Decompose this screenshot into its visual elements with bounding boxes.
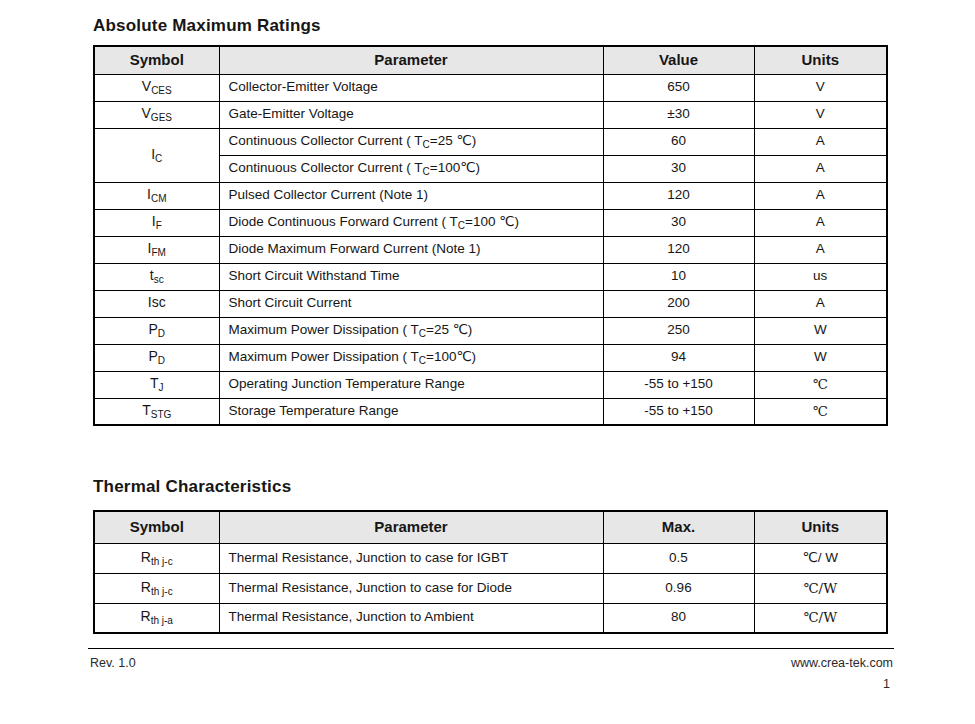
column-header-max: Max. [603, 511, 754, 543]
absolute-maximum-ratings-table: Symbol Parameter Value Units VCES Collec… [93, 45, 888, 426]
value-cell: 30 [603, 155, 754, 182]
table-row: VCES Collector-Emitter Voltage 650 V [94, 74, 887, 101]
table-row: PD Maximum Power Dissipation ( TC=25 ℃) … [94, 317, 887, 344]
section-title-thermal-characteristics: Thermal Characteristics [93, 477, 291, 497]
parameter-cell: Pulsed Collector Current (Note 1) [219, 182, 603, 209]
table-row: IC Continuous Collector Current ( TC=25 … [94, 128, 887, 155]
value-cell: 30 [603, 209, 754, 236]
parameter-cell: Gate-Emitter Voltage [219, 101, 603, 128]
column-header-parameter: Parameter [219, 46, 603, 74]
value-cell: 120 [603, 182, 754, 209]
table-row: VGES Gate-Emitter Voltage ±30 V [94, 101, 887, 128]
column-header-parameter: Parameter [219, 511, 603, 543]
units-cell: ℃/W [754, 603, 887, 633]
footer-website: www.crea-tek.com [791, 656, 893, 670]
table-row: Rth j-c Thermal Resistance, Junction to … [94, 543, 887, 573]
value-cell: 250 [603, 317, 754, 344]
units-cell: us [754, 263, 887, 290]
parameter-cell: Continuous Collector Current ( TC=25 ℃) [219, 128, 603, 155]
value-cell: 10 [603, 263, 754, 290]
symbol-cell: VCES [94, 74, 219, 101]
units-cell: A [754, 236, 887, 263]
table-header-row: Symbol Parameter Max. Units [94, 511, 887, 543]
table-row: TJ Operating Junction Temperature Range … [94, 371, 887, 398]
table-row: tsc Short Circuit Withstand Time 10 us [94, 263, 887, 290]
parameter-cell: Operating Junction Temperature Range [219, 371, 603, 398]
column-header-units: Units [754, 46, 887, 74]
table-row: ICM Pulsed Collector Current (Note 1) 12… [94, 182, 887, 209]
symbol-cell: IF [94, 209, 219, 236]
parameter-cell: Collector-Emitter Voltage [219, 74, 603, 101]
parameter-cell: Thermal Resistance, Junction to Ambient [219, 603, 603, 633]
parameter-cell: Maximum Power Dissipation ( TC=100℃) [219, 344, 603, 371]
value-cell: 650 [603, 74, 754, 101]
symbol-cell: TSTG [94, 398, 219, 425]
units-cell: ℃ [754, 371, 887, 398]
units-cell: ℃/ W [754, 543, 887, 573]
column-header-units: Units [754, 511, 887, 543]
thermal-characteristics-table: Symbol Parameter Max. Units Rth j-c Ther… [93, 510, 888, 634]
column-header-symbol: Symbol [94, 46, 219, 74]
parameter-cell: Short Circuit Current [219, 290, 603, 317]
value-cell: 200 [603, 290, 754, 317]
max-cell: 80 [603, 603, 754, 633]
parameter-cell: Diode Continuous Forward Current ( TC=10… [219, 209, 603, 236]
symbol-cell: Rth j-c [94, 543, 219, 573]
value-cell: 120 [603, 236, 754, 263]
parameter-cell: Short Circuit Withstand Time [219, 263, 603, 290]
units-cell: A [754, 128, 887, 155]
units-cell: A [754, 290, 887, 317]
symbol-cell: tsc [94, 263, 219, 290]
parameter-cell: Thermal Resistance, Junction to case for… [219, 543, 603, 573]
units-cell: ℃/W [754, 573, 887, 603]
table-row: IFM Diode Maximum Forward Current (Note … [94, 236, 887, 263]
symbol-cell: IFM [94, 236, 219, 263]
section-title-absolute-maximum-ratings: Absolute Maximum Ratings [93, 16, 321, 36]
units-cell: A [754, 209, 887, 236]
units-cell: W [754, 344, 887, 371]
value-cell: 94 [603, 344, 754, 371]
parameter-cell: Thermal Resistance, Junction to case for… [219, 573, 603, 603]
max-cell: 0.5 [603, 543, 754, 573]
units-cell: V [754, 101, 887, 128]
symbol-cell: PD [94, 317, 219, 344]
units-cell: A [754, 155, 887, 182]
footer-page-number: 1 [90, 677, 890, 691]
footer-divider [88, 648, 894, 649]
value-cell: -55 to +150 [603, 371, 754, 398]
column-header-value: Value [603, 46, 754, 74]
footer-revision: Rev. 1.0 [90, 656, 136, 670]
table-row: Rth j-a Thermal Resistance, Junction to … [94, 603, 887, 633]
units-cell: ℃ [754, 398, 887, 425]
parameter-cell: Maximum Power Dissipation ( TC=25 ℃) [219, 317, 603, 344]
table-row: PD Maximum Power Dissipation ( TC=100℃) … [94, 344, 887, 371]
footer: Rev. 1.0 www.crea-tek.com [90, 656, 893, 670]
table-row: Isc Short Circuit Current 200 A [94, 290, 887, 317]
symbol-cell: VGES [94, 101, 219, 128]
parameter-cell: Continuous Collector Current ( TC=100℃) [219, 155, 603, 182]
table-row: IF Diode Continuous Forward Current ( TC… [94, 209, 887, 236]
column-header-symbol: Symbol [94, 511, 219, 543]
max-cell: 0.96 [603, 573, 754, 603]
units-cell: A [754, 182, 887, 209]
value-cell: -55 to +150 [603, 398, 754, 425]
value-cell: 60 [603, 128, 754, 155]
table-row: TSTG Storage Temperature Range -55 to +1… [94, 398, 887, 425]
units-cell: V [754, 74, 887, 101]
value-cell: ±30 [603, 101, 754, 128]
symbol-cell: Rth j-a [94, 603, 219, 633]
symbol-cell: TJ [94, 371, 219, 398]
units-cell: W [754, 317, 887, 344]
table-row: Rth j-c Thermal Resistance, Junction to … [94, 573, 887, 603]
symbol-cell: ICM [94, 182, 219, 209]
symbol-cell: Isc [94, 290, 219, 317]
symbol-cell: PD [94, 344, 219, 371]
parameter-cell: Diode Maximum Forward Current (Note 1) [219, 236, 603, 263]
parameter-cell: Storage Temperature Range [219, 398, 603, 425]
symbol-cell: IC [94, 128, 219, 182]
table-header-row: Symbol Parameter Value Units [94, 46, 887, 74]
symbol-cell: Rth j-c [94, 573, 219, 603]
